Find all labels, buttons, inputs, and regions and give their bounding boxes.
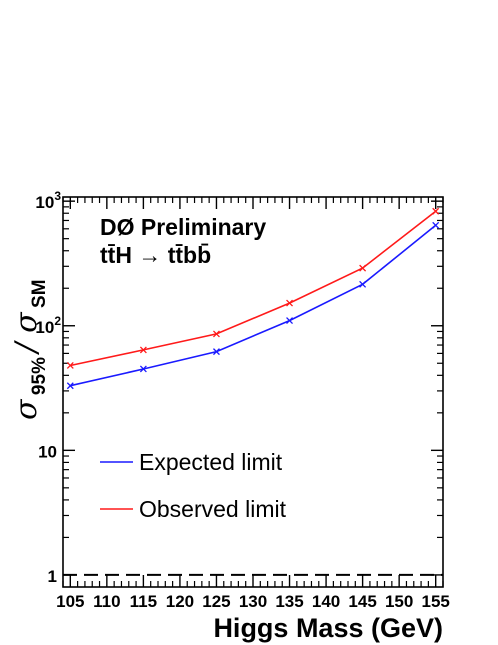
x-axis-label: Higgs Mass (GeV) bbox=[213, 613, 443, 643]
legend-label-expected: Expected limit bbox=[139, 449, 283, 475]
data-point-observed bbox=[66, 362, 74, 369]
y-tick-base: 10 bbox=[35, 193, 54, 212]
y-tick-exponent: 3 bbox=[54, 189, 61, 203]
x-tick-label: 135 bbox=[275, 592, 303, 611]
y-label-sigma-1: σ bbox=[9, 398, 44, 420]
y-tick-label: 10 bbox=[38, 442, 57, 461]
marker-stroke bbox=[213, 330, 220, 338]
data-point-expected bbox=[359, 280, 367, 288]
marker-stroke bbox=[66, 382, 74, 390]
y-axis-label: σ 95% / σ SM bbox=[9, 279, 50, 420]
y-tick-base: 10 bbox=[35, 318, 54, 337]
y-tick-label: 1 bbox=[48, 567, 57, 586]
axes: 105 110 115 120 125 130 135 140 145 150 1551101021… bbox=[35, 189, 449, 611]
data-point-observed bbox=[139, 346, 147, 354]
x-tick-label: 125 bbox=[202, 592, 230, 611]
marker-stroke bbox=[286, 299, 293, 307]
series-group bbox=[66, 207, 440, 390]
x-tick-label: 140 bbox=[312, 592, 340, 611]
data-point-observed bbox=[432, 207, 440, 215]
x-tick-label: 150 bbox=[385, 592, 413, 611]
y-tick-label: 102 bbox=[35, 314, 61, 337]
x-tick-label: 110 bbox=[93, 592, 120, 611]
data-point-observed bbox=[359, 264, 367, 272]
x-tick-label: 145 bbox=[348, 592, 376, 611]
marker-stroke bbox=[359, 280, 367, 288]
data-point-expected bbox=[139, 365, 147, 373]
y-axis-label-text: σ 95% / σ SM bbox=[9, 279, 50, 420]
marker-stroke bbox=[432, 207, 440, 215]
data-point-expected bbox=[432, 221, 440, 229]
data-point-observed bbox=[286, 299, 293, 307]
y-label-sigma-2: σ bbox=[9, 311, 44, 333]
marker-stroke bbox=[213, 348, 220, 356]
series-line-observed bbox=[70, 210, 437, 367]
x-tick-label: 155 bbox=[422, 592, 450, 611]
annotation-experiment: DØ Preliminary bbox=[100, 214, 266, 240]
y-label-sub-2: SM bbox=[29, 279, 50, 308]
y-tick-label: 103 bbox=[35, 189, 61, 212]
marker-stroke bbox=[139, 346, 147, 354]
y-label-sub-1: 95% bbox=[29, 357, 50, 395]
x-tick-label: 105 bbox=[56, 592, 84, 611]
x-tick-label: 130 bbox=[239, 592, 267, 611]
marker-stroke bbox=[139, 365, 147, 373]
annotation-process: tt̄H → tt̄bb̄ bbox=[100, 242, 211, 268]
data-point-expected bbox=[286, 317, 293, 325]
x-tick-label: 115 bbox=[130, 592, 157, 611]
data-point-expected bbox=[213, 348, 220, 356]
y-tick-exponent: 2 bbox=[54, 314, 61, 328]
legend: Expected limit Observed limit bbox=[100, 449, 287, 522]
marker-stroke bbox=[432, 221, 440, 229]
marker-stroke bbox=[359, 264, 367, 272]
series-line-expected bbox=[70, 224, 437, 387]
y-label-separator: / bbox=[9, 333, 44, 356]
data-point-observed bbox=[213, 330, 220, 338]
marker-stroke bbox=[286, 317, 293, 325]
data-point-expected bbox=[66, 382, 74, 390]
x-tick-label: 120 bbox=[166, 592, 194, 611]
legend-label-observed: Observed limit bbox=[139, 496, 287, 522]
marker-stroke bbox=[66, 362, 74, 369]
